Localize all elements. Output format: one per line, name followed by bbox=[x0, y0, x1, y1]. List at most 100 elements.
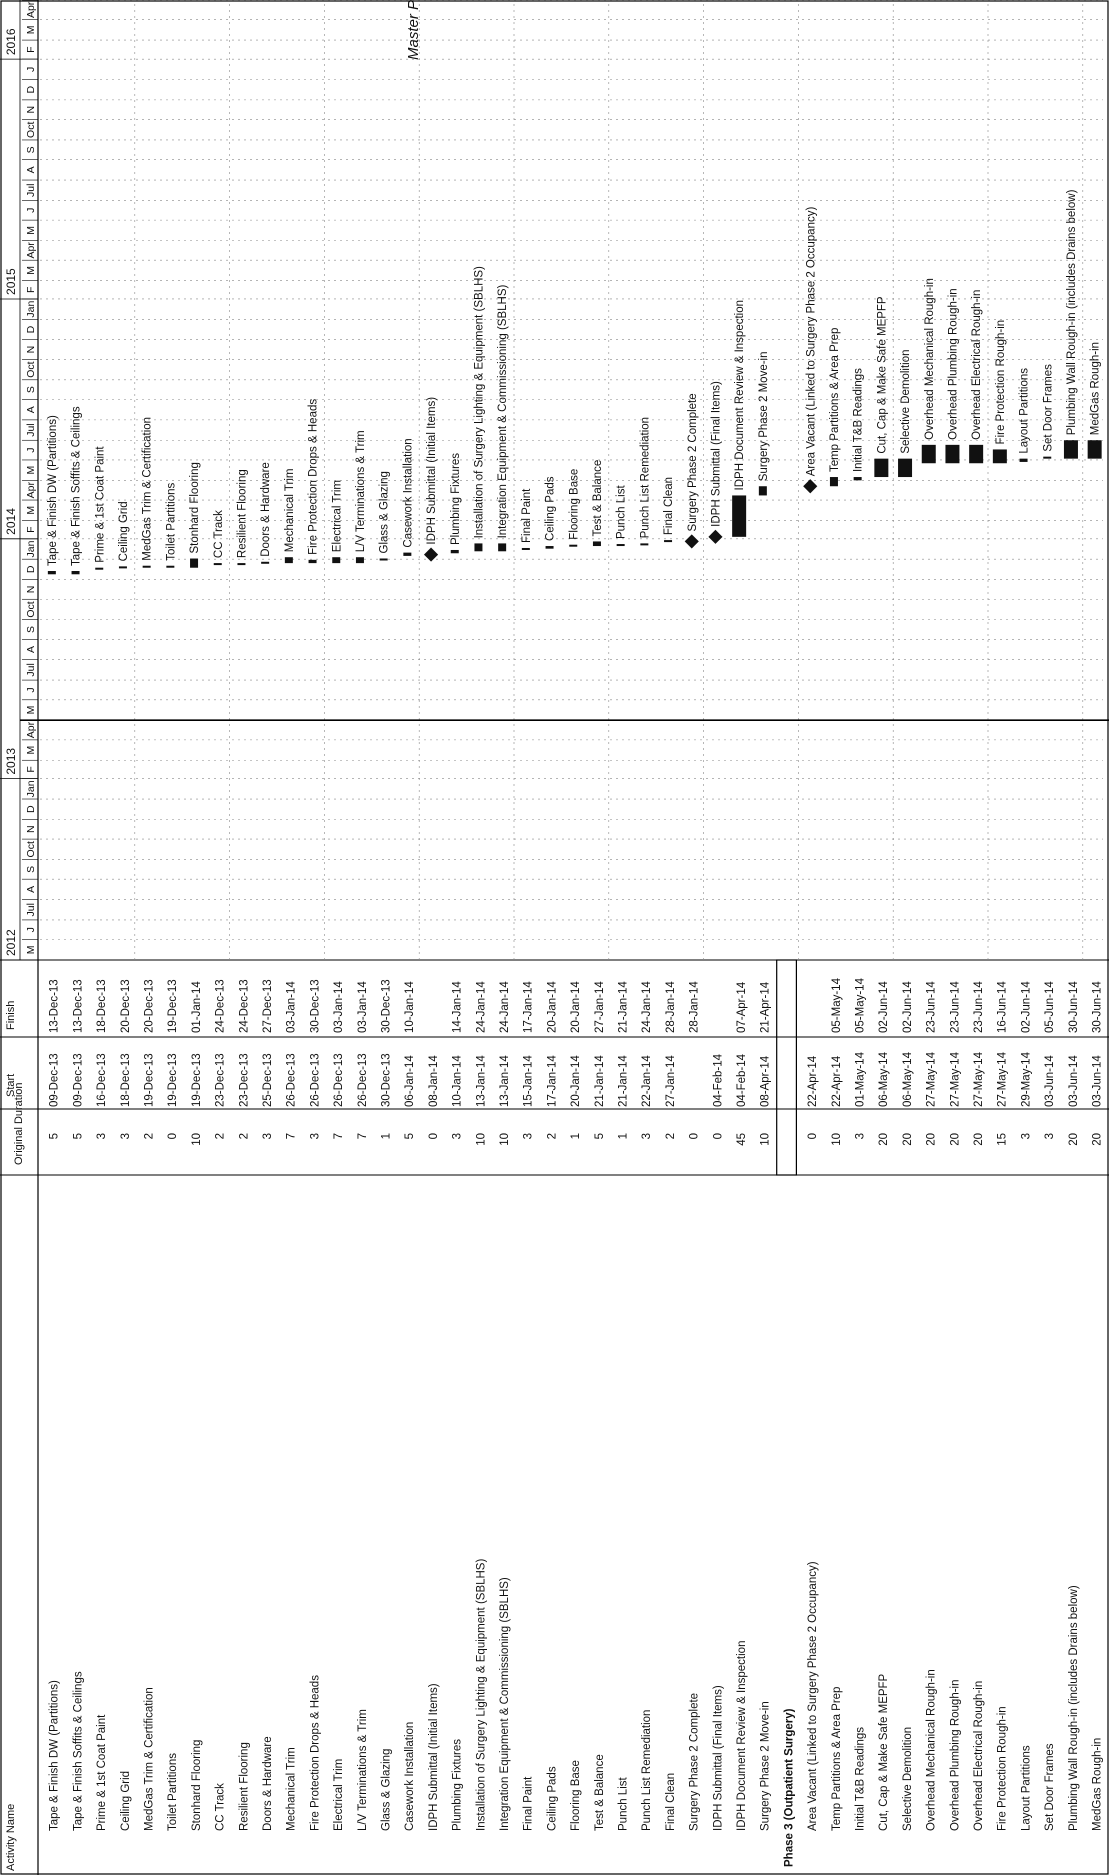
gantt-bar-label: Doors & Hardware bbox=[260, 462, 272, 557]
activity-name: Fire Protection Drops & Heads bbox=[309, 1675, 321, 1831]
gantt-bar-label: IDPH Submittal (Initial Items) bbox=[426, 397, 438, 545]
gantt-bar-label: Toilet Partitions bbox=[165, 482, 177, 560]
activity-start: 01-May-14 bbox=[855, 1051, 867, 1107]
activity-finish: 07-Apr-14 bbox=[736, 981, 748, 1033]
timeline-month-label: M bbox=[25, 746, 37, 755]
activity-finish: 01-Jan-14 bbox=[191, 981, 203, 1033]
activity-finish: 14-Jan-14 bbox=[452, 981, 464, 1033]
activity-finish: 24-Dec-13 bbox=[215, 979, 227, 1033]
activity-start: 03-Jun-14 bbox=[1068, 1055, 1080, 1107]
activity-name: Electrical Trim bbox=[333, 1759, 345, 1831]
activity-start: 06-May-14 bbox=[878, 1051, 890, 1107]
gantt-bar bbox=[545, 546, 554, 549]
gantt-bar bbox=[664, 540, 673, 543]
gantt-bar-label: Surgery Phase 2 Complete bbox=[687, 393, 699, 531]
activity-duration: 7 bbox=[333, 1133, 345, 1139]
activity-start: 17-Jan-14 bbox=[546, 1055, 558, 1107]
gantt-bar bbox=[732, 495, 747, 537]
activity-name: Plumbing Fixtures bbox=[452, 1739, 464, 1831]
gantt-bar-label: Stonhard Flooring bbox=[189, 462, 201, 553]
gantt-bar-label: Tape & Finish Soffits & Ceilings bbox=[71, 406, 83, 566]
activity-duration: 3 bbox=[1020, 1133, 1032, 1139]
gantt-bar-label: Plumbing Wall Rough-in (includes Drains … bbox=[1066, 189, 1078, 435]
activity-name: Prime & 1st Coat Paint bbox=[96, 1714, 108, 1831]
activity-finish: 16-Jun-14 bbox=[997, 981, 1009, 1033]
activity-start: 23-Dec-13 bbox=[215, 1053, 227, 1107]
activity-start: 22-Apr-14 bbox=[807, 1055, 819, 1107]
gantt-bar-label: Flooring Base bbox=[568, 469, 580, 540]
timeline-month-label: J bbox=[25, 927, 37, 932]
timeline-month-label: Jan bbox=[25, 301, 37, 318]
activity-finish: 20-Jan-14 bbox=[570, 981, 582, 1033]
timeline-month-label: M bbox=[25, 26, 37, 35]
activity-start: 22-Apr-14 bbox=[831, 1055, 843, 1107]
activity-duration: 45 bbox=[736, 1133, 748, 1146]
activity-duration: 3 bbox=[96, 1133, 108, 1139]
timeline-month-label: Oct bbox=[25, 122, 37, 138]
gantt-bar-label: Area Vacant (Linked to Surgery Phase 2 O… bbox=[805, 207, 817, 477]
activity-duration: 20 bbox=[878, 1133, 890, 1146]
timeline-month-label: S bbox=[25, 146, 37, 153]
activity-finish: 28-Jan-14 bbox=[665, 981, 677, 1033]
header-original-duration: Original Duration bbox=[13, 1082, 25, 1165]
activity-duration: 3 bbox=[452, 1133, 464, 1139]
gantt-bar-label: IDPH Submittal (Final Items) bbox=[710, 381, 722, 527]
timeline-month-label: J bbox=[25, 687, 37, 692]
activity-name: Tape & Finish Soffits & Ceilings bbox=[72, 1671, 84, 1831]
activity-start: 20-Jan-14 bbox=[570, 1055, 582, 1107]
gantt-bar bbox=[592, 541, 601, 547]
timeline-month-label: Jul bbox=[25, 184, 37, 197]
gantt-bar bbox=[474, 543, 483, 552]
activity-name: Ceiling Grid bbox=[120, 1771, 132, 1831]
gantt-bar bbox=[1063, 440, 1078, 459]
activity-finish: 30-Jun-14 bbox=[1092, 981, 1104, 1033]
header-finish: Finish bbox=[5, 1001, 17, 1030]
header-activity-name: Activity Name bbox=[5, 1804, 17, 1871]
gantt-bar-label: L/V Terminations & Trim bbox=[355, 430, 367, 552]
gantt-bar bbox=[71, 571, 80, 575]
activity-finish: 20-Dec-13 bbox=[120, 979, 132, 1033]
timeline-year-label: 2016 bbox=[4, 28, 18, 55]
activity-start: 10-Jan-14 bbox=[452, 1055, 464, 1107]
activity-name: Toilet Partitions bbox=[167, 1753, 179, 1831]
gantt-bar-label: Surgery Phase 2 Move-in bbox=[758, 351, 770, 481]
gantt-bar-label: Overhead Mechanical Rough-in bbox=[924, 278, 936, 440]
gantt-bar-label: Installation of Surgery Lighting & Equip… bbox=[473, 266, 485, 538]
activity-duration: 10 bbox=[191, 1133, 203, 1146]
activity-name: IDPH Submittal (Initial Items) bbox=[428, 1683, 440, 1831]
activity-duration: 0 bbox=[712, 1133, 724, 1139]
activity-name: Integration Equipment & Commissioning (S… bbox=[499, 1577, 511, 1831]
activity-name: Punch List bbox=[618, 1776, 630, 1831]
activity-duration: 2 bbox=[144, 1133, 156, 1139]
activity-finish: 30-Dec-13 bbox=[381, 979, 393, 1033]
activity-finish: 24-Dec-13 bbox=[238, 979, 250, 1033]
activity-duration: 3 bbox=[1044, 1133, 1056, 1139]
activity-start: 13-Jan-14 bbox=[475, 1055, 487, 1107]
activity-name: Tape & Finish DW (Partitions) bbox=[49, 1680, 61, 1831]
activity-finish: 18-Dec-13 bbox=[96, 979, 108, 1033]
timeline-month-label: D bbox=[25, 565, 37, 573]
activity-name: Selective Demolition bbox=[902, 1727, 914, 1831]
activity-finish: 02-Jun-14 bbox=[1020, 981, 1032, 1033]
timeline-month-label: S bbox=[25, 386, 37, 393]
activity-duration: 15 bbox=[997, 1133, 1009, 1146]
gantt-bar bbox=[213, 563, 222, 566]
activity-start: 26-Dec-13 bbox=[333, 1053, 345, 1107]
activity-finish: 20-Jan-14 bbox=[546, 981, 558, 1033]
gantt-bar-label: Final Clean bbox=[663, 477, 675, 535]
activity-name: Doors & Hardware bbox=[262, 1736, 274, 1831]
gantt-bar bbox=[237, 563, 246, 566]
activity-duration: 5 bbox=[594, 1133, 606, 1139]
activity-name: Installation of Surgery Lighting & Equip… bbox=[475, 1559, 487, 1831]
gantt-bar bbox=[1043, 456, 1052, 459]
activity-duration: 3 bbox=[262, 1133, 274, 1139]
gantt-bar bbox=[261, 561, 270, 564]
activity-name: Temp Partitions & Area Prep bbox=[831, 1687, 843, 1831]
activity-finish: 23-Jun-14 bbox=[926, 981, 938, 1033]
group-row-label: Phase 3 (Outpatient Surgery) bbox=[783, 1708, 795, 1867]
activity-finish: 24-Jan-14 bbox=[641, 981, 653, 1033]
activity-rows: Tape & Finish DW (Partitions) 5 09-Dec-13 1… bbox=[49, 959, 1104, 1867]
timeline-month-label: Jan bbox=[25, 780, 37, 797]
activity-start: 06-May-14 bbox=[902, 1051, 914, 1107]
activity-start: 04-Feb-14 bbox=[712, 1053, 724, 1107]
